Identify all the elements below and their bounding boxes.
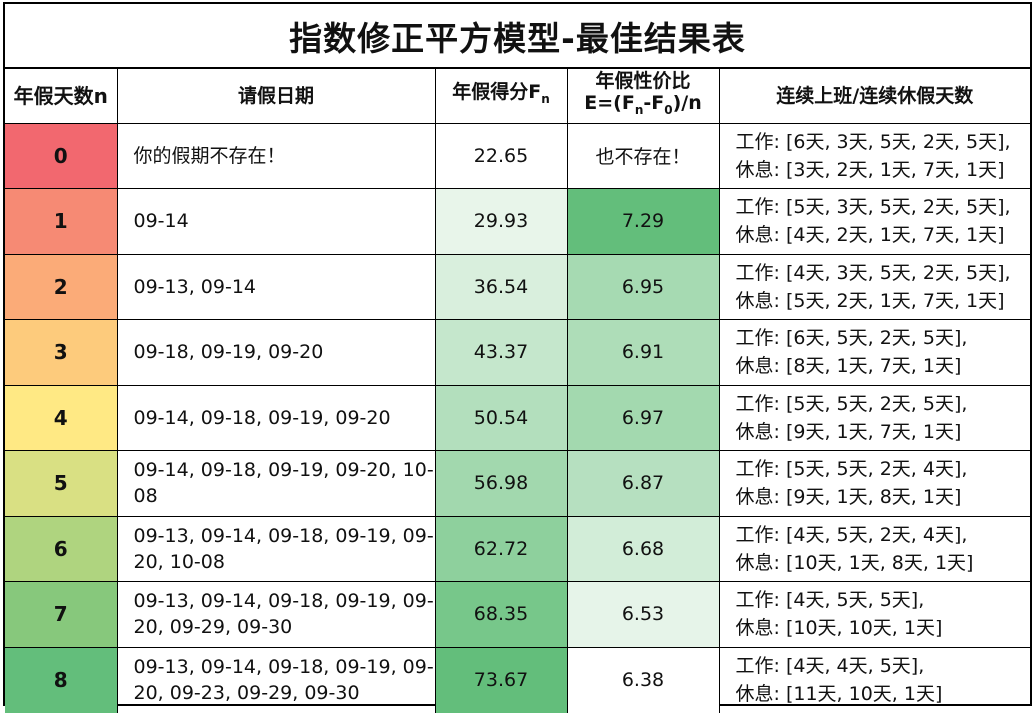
sequence-cell: 工作: [6天, 3天, 5天, 2天, 5天], 休息: [3天, 2天, 1天… — [718, 122, 1030, 189]
formula-sub-1: n — [634, 103, 644, 118]
leave-days-cell: 4 — [5, 384, 118, 451]
table-row: 0 你的假期不存在！ 22.65 也不存在！ 工作: [6天, 3天, 5天, 2天, … — [5, 122, 1030, 189]
sequence-cell: 工作: [6天, 5天, 2天, 5天], 休息: [8天, 1天, 7天, 1天… — [718, 319, 1030, 386]
leave-dates-cell: 09-13, 09-14 — [116, 253, 436, 320]
work-days: 工作: [6天, 3天, 5天, 2天, 5天], — [735, 130, 1011, 153]
formula-sub-2: 0 — [664, 103, 673, 118]
leave-days-cell: 3 — [5, 319, 118, 386]
sequence-cell: 工作: [4天, 5天, 5天], 休息: [10天, 10天, 1天] — [718, 581, 1030, 648]
table-row: 7 09-13, 09-14, 09-18, 09-19, 09-20, 09-2… — [5, 581, 1030, 648]
rest-days: 休息: [5天, 2天, 1天, 7天, 1天] — [735, 289, 1005, 312]
efficiency-cell: 6.97 — [566, 384, 720, 451]
leave-days-cell: 7 — [5, 581, 118, 648]
leave-dates-cell: 09-14 — [116, 188, 436, 255]
formula-part-c: )/n — [672, 92, 702, 115]
leave-days-cell: 0 — [5, 122, 118, 189]
table-row: 6 09-13, 09-14, 09-18, 09-19, 09-20, 10-0… — [5, 515, 1030, 582]
rest-days: 休息: [4天, 2天, 1天, 7天, 1天] — [735, 224, 1005, 247]
efficiency-cell: 6.91 — [566, 319, 720, 386]
table-row: 2 09-13, 09-14 36.54 6.95 工作: [4天, 3天, 5天, 2… — [5, 253, 1030, 320]
header-score-text: 年假得分F — [452, 81, 542, 104]
results-table: 年假天数n 请假日期 年假得分Fn 年假性价比 E=(Fn-F0)/n 连续上班… — [5, 69, 1030, 713]
score-cell: 62.72 — [434, 515, 568, 582]
efficiency-cell: 6.38 — [566, 646, 720, 713]
header-sequence: 连续上班/连续休假天数 — [718, 69, 1030, 124]
leave-dates-cell: 09-13, 09-14, 09-18, 09-19, 09-20, 09-29… — [116, 581, 436, 648]
table-title: 指数修正平方模型-最佳结果表 — [5, 4, 1030, 69]
formula-part-a: E=(F — [584, 92, 635, 115]
sequence-cell: 工作: [5天, 5天, 2天, 4天], 休息: [9天, 1天, 8天, 1天… — [718, 450, 1030, 517]
formula-part-b: -F — [643, 92, 665, 115]
work-days: 工作: [4天, 4天, 5天], — [735, 655, 925, 677]
leave-dates-cell: 09-13, 09-14, 09-18, 09-19, 09-20, 10-08 — [116, 515, 436, 582]
rest-days: 休息: [10天, 1天, 8天, 1天] — [735, 551, 974, 574]
work-days: 工作: [5天, 5天, 2天, 5天], — [735, 392, 968, 415]
work-days: 工作: [4天, 3天, 5天, 2天, 5天], — [735, 261, 1011, 284]
header-row: 年假天数n 请假日期 年假得分Fn 年假性价比 E=(Fn-F0)/n 连续上班… — [5, 69, 1030, 124]
header-efficiency-line1: 年假性价比 — [595, 70, 691, 93]
header-leave-days: 年假天数n — [5, 69, 118, 124]
leave-dates-cell: 09-14, 09-18, 09-19, 09-20, 10-08 — [116, 450, 436, 517]
rest-days: 休息: [11天, 10天, 1天] — [735, 683, 943, 705]
leave-dates-cell: 你的假期不存在！ — [116, 122, 436, 189]
header-score-sub: n — [541, 92, 550, 107]
header-score: 年假得分Fn — [434, 69, 568, 124]
sequence-cell: 工作: [4天, 5天, 2天, 4天], 休息: [10天, 1天, 8天, 1… — [718, 515, 1030, 582]
table-row: 8 09-13, 09-14, 09-18, 09-19, 09-20, 09-2… — [5, 646, 1030, 713]
efficiency-cell: 6.95 — [566, 253, 720, 320]
rest-days: 休息: [3天, 2天, 1天, 7天, 1天] — [735, 158, 1005, 181]
sequence-cell: 工作: [4天, 4天, 5天], 休息: [11天, 10天, 1天] — [718, 646, 1030, 713]
rest-days: 休息: [10天, 10天, 1天] — [735, 617, 943, 640]
header-efficiency: 年假性价比 E=(Fn-F0)/n — [566, 69, 720, 124]
leave-days-cell: 2 — [5, 253, 118, 320]
score-cell: 43.37 — [434, 319, 568, 386]
leave-dates-cell: 09-13, 09-14, 09-18, 09-19, 09-20, 09-23… — [116, 646, 436, 713]
score-cell: 50.54 — [434, 384, 568, 451]
leave-days-cell: 6 — [5, 515, 118, 582]
score-cell: 29.93 — [434, 188, 568, 255]
work-days: 工作: [4天, 5天, 2天, 4天], — [735, 523, 968, 546]
leave-days-cell: 5 — [5, 450, 118, 517]
score-cell: 73.67 — [434, 646, 568, 713]
rest-days: 休息: [8天, 1天, 7天, 1天] — [735, 355, 962, 378]
table-row: 3 09-18, 09-19, 09-20 43.37 6.91 工作: [6天, 5天… — [5, 319, 1030, 386]
sequence-cell: 工作: [5天, 5天, 2天, 5天], 休息: [9天, 1天, 7天, 1天… — [718, 384, 1030, 451]
sequence-cell: 工作: [5天, 3天, 5天, 2天, 5天], 休息: [4天, 2天, 1天… — [718, 188, 1030, 255]
work-days: 工作: [6天, 5天, 2天, 5天], — [735, 327, 968, 350]
efficiency-cell: 6.68 — [566, 515, 720, 582]
table-row: 5 09-14, 09-18, 09-19, 09-20, 10-08 56.98 6… — [5, 450, 1030, 517]
efficiency-cell: 7.29 — [566, 188, 720, 255]
leave-dates-cell: 09-18, 09-19, 09-20 — [116, 319, 436, 386]
rest-days: 休息: [9天, 1天, 7天, 1天] — [735, 420, 962, 443]
sequence-cell: 工作: [4天, 3天, 5天, 2天, 5天], 休息: [5天, 2天, 1天… — [718, 253, 1030, 320]
leave-days-cell: 8 — [5, 646, 118, 713]
rest-days: 休息: [9天, 1天, 8天, 1天] — [735, 486, 962, 509]
results-table-frame: 指数修正平方模型-最佳结果表 年假天数n 请假日期 年假得分Fn 年假性价比 E… — [3, 2, 1032, 713]
score-cell: 36.54 — [434, 253, 568, 320]
work-days: 工作: [5天, 5天, 2天, 4天], — [735, 458, 968, 481]
table-row: 4 09-14, 09-18, 09-19, 09-20 50.54 6.97 工作: … — [5, 384, 1030, 451]
header-efficiency-formula: E=(Fn-F0)/n — [568, 92, 719, 121]
score-cell: 56.98 — [434, 450, 568, 517]
leave-days-cell: 1 — [5, 188, 118, 255]
efficiency-cell: 也不存在！ — [566, 122, 720, 189]
work-days: 工作: [5天, 3天, 5天, 2天, 5天], — [735, 196, 1011, 219]
efficiency-cell: 6.53 — [566, 581, 720, 648]
efficiency-cell: 6.87 — [566, 450, 720, 517]
leave-dates-cell: 09-14, 09-18, 09-19, 09-20 — [116, 384, 436, 451]
score-cell: 68.35 — [434, 581, 568, 648]
work-days: 工作: [4天, 5天, 5天], — [735, 589, 925, 612]
header-leave-dates: 请假日期 — [116, 69, 436, 124]
score-cell: 22.65 — [434, 122, 568, 189]
table-row: 1 09-14 29.93 7.29 工作: [5天, 3天, 5天, 2天, 5天],… — [5, 188, 1030, 255]
table-body: 0 你的假期不存在！ 22.65 也不存在！ 工作: [6天, 3天, 5天, 2天, … — [5, 122, 1030, 713]
